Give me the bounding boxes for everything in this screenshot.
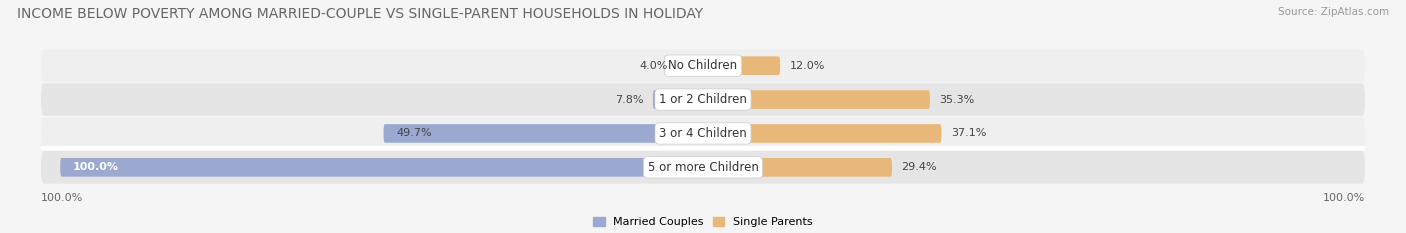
Text: 4.0%: 4.0%	[640, 61, 668, 71]
Bar	[41, 146, 1365, 150]
Text: 35.3%: 35.3%	[939, 95, 974, 105]
FancyBboxPatch shape	[703, 56, 780, 75]
Text: 100.0%: 100.0%	[41, 193, 83, 203]
Text: 100.0%: 100.0%	[73, 162, 120, 172]
FancyBboxPatch shape	[41, 151, 1365, 184]
Text: 1 or 2 Children: 1 or 2 Children	[659, 93, 747, 106]
Text: Source: ZipAtlas.com: Source: ZipAtlas.com	[1278, 7, 1389, 17]
Text: 5 or more Children: 5 or more Children	[648, 161, 758, 174]
Text: INCOME BELOW POVERTY AMONG MARRIED-COUPLE VS SINGLE-PARENT HOUSEHOLDS IN HOLIDAY: INCOME BELOW POVERTY AMONG MARRIED-COUPL…	[17, 7, 703, 21]
Text: 100.0%: 100.0%	[1323, 193, 1365, 203]
FancyBboxPatch shape	[652, 90, 703, 109]
Legend: Married Couples, Single Parents: Married Couples, Single Parents	[593, 217, 813, 227]
Text: 12.0%: 12.0%	[790, 61, 825, 71]
FancyBboxPatch shape	[703, 124, 942, 143]
Text: 29.4%: 29.4%	[901, 162, 938, 172]
FancyBboxPatch shape	[41, 117, 1365, 150]
Text: No Children: No Children	[668, 59, 738, 72]
FancyBboxPatch shape	[60, 158, 703, 177]
Text: 3 or 4 Children: 3 or 4 Children	[659, 127, 747, 140]
FancyBboxPatch shape	[678, 56, 703, 75]
Text: 37.1%: 37.1%	[950, 128, 987, 138]
FancyBboxPatch shape	[384, 124, 703, 143]
Text: 7.8%: 7.8%	[614, 95, 643, 105]
FancyBboxPatch shape	[41, 49, 1365, 82]
FancyBboxPatch shape	[703, 90, 929, 109]
FancyBboxPatch shape	[703, 158, 891, 177]
Text: 49.7%: 49.7%	[396, 128, 432, 138]
FancyBboxPatch shape	[41, 83, 1365, 116]
